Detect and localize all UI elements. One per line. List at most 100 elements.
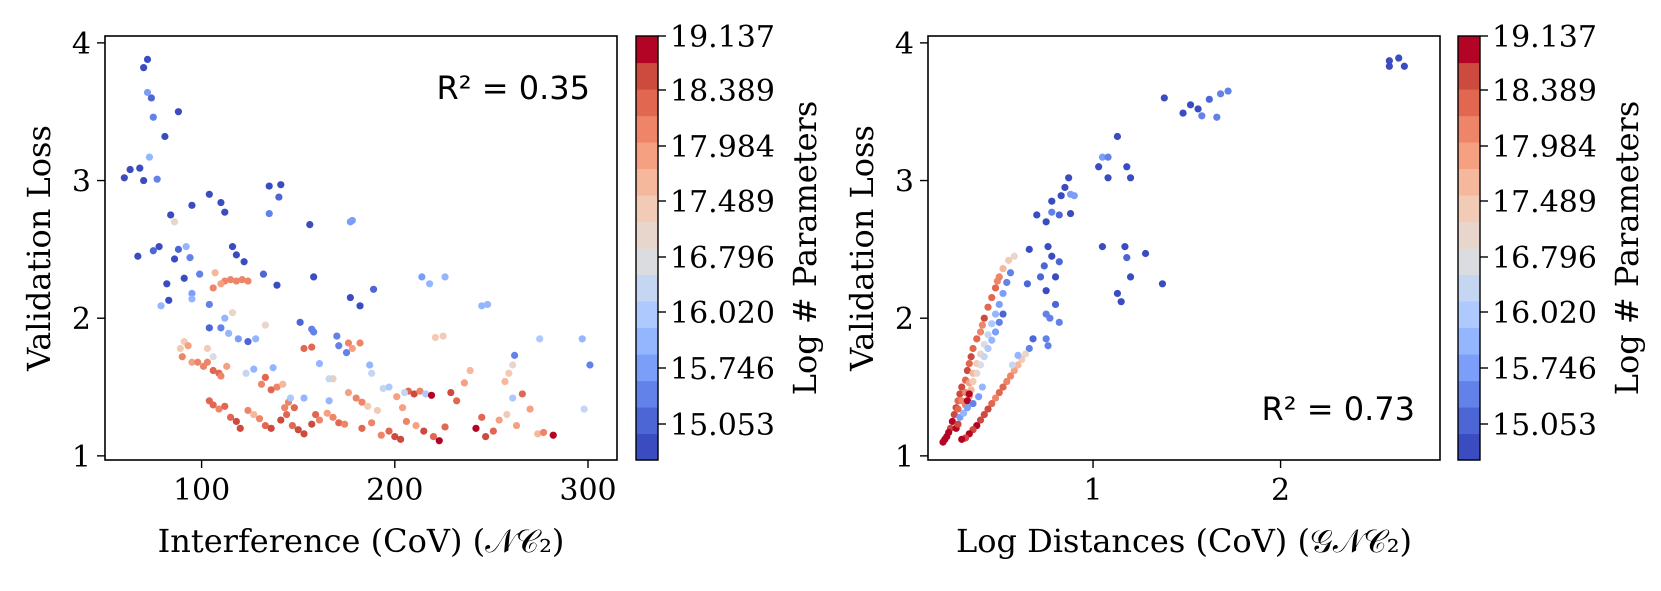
y-tick-label: 2 — [72, 302, 91, 337]
scatter-point — [1186, 101, 1195, 109]
scatter-point — [980, 314, 988, 322]
colorbar-segment — [1458, 354, 1480, 382]
scatter-point — [188, 295, 196, 303]
scatter-point — [184, 342, 192, 350]
y-tick-label: 1 — [72, 440, 91, 475]
scatter-point — [250, 365, 258, 373]
scatter-point — [170, 218, 179, 226]
scatter-point — [984, 331, 992, 339]
scatter-point — [277, 416, 285, 424]
scatter-point — [157, 302, 165, 310]
scatter-point — [140, 64, 148, 72]
scatter-point — [995, 388, 1003, 397]
scatter-point — [290, 404, 298, 412]
scatter-point — [1121, 243, 1129, 251]
scatter-point — [984, 344, 992, 353]
scatter-point — [217, 372, 225, 380]
scatter-point — [427, 391, 436, 399]
scatter-points-2 — [939, 54, 1408, 446]
colorbar-tick-label: 17.489 — [1492, 185, 1597, 220]
colorbar-segment — [1458, 301, 1480, 329]
scatter-point — [325, 397, 333, 405]
scatter-point — [973, 369, 981, 377]
colorbar-segment — [636, 274, 658, 302]
scatter-point — [1042, 335, 1050, 343]
colorbar-segment — [636, 380, 658, 408]
y-tick-label: 3 — [72, 165, 91, 200]
scatter-point — [267, 424, 275, 432]
scatter-point — [174, 245, 183, 253]
colorbar-segment — [636, 195, 658, 223]
scatter-point — [1113, 289, 1122, 298]
colorbar-segment — [636, 142, 658, 170]
scatter-point — [1036, 273, 1045, 281]
scatter-point — [1055, 318, 1063, 326]
colorbar-segment — [1458, 274, 1480, 302]
scatter-point — [1010, 252, 1018, 260]
scatter-point — [1005, 256, 1013, 264]
scatter-point — [460, 379, 468, 387]
scatter-point — [340, 420, 349, 428]
scatter-point — [366, 361, 374, 369]
scatter-point — [1126, 174, 1135, 182]
colorbar-title-1: Log # Parameters — [786, 101, 824, 396]
scatter-point — [283, 410, 291, 419]
scatter-point — [153, 175, 161, 183]
scatter-point — [483, 300, 492, 309]
scatter-point — [358, 424, 366, 432]
scatter-point — [1141, 249, 1150, 258]
scatter-point — [250, 410, 258, 419]
scatter-point — [503, 410, 511, 419]
scatter-point — [232, 417, 240, 426]
scatter-point — [410, 390, 418, 398]
scatter-point — [1057, 192, 1065, 200]
scatter-point — [217, 198, 225, 207]
scatter-point — [429, 432, 438, 441]
scatter-point — [1025, 344, 1033, 353]
scatter-point — [348, 216, 356, 225]
scatter-point — [1123, 254, 1131, 262]
scatter-point — [234, 335, 242, 343]
scatter-point — [950, 410, 958, 419]
scatter-point — [265, 209, 273, 218]
scatter-point — [995, 300, 1003, 309]
scatter-point — [534, 430, 542, 438]
scatter-point — [418, 273, 426, 281]
scatter-point — [1029, 335, 1037, 343]
colorbar-tick-label: 18.389 — [1492, 74, 1597, 109]
colorbar-tick-label: 17.489 — [670, 185, 775, 220]
scatter-point — [991, 328, 1000, 336]
scatter-point — [257, 380, 266, 388]
scatter-point — [999, 310, 1007, 318]
scatter-point — [178, 353, 186, 361]
scatter-point — [226, 413, 235, 421]
scatter-point — [315, 360, 324, 368]
scatter-point — [346, 293, 354, 302]
scatter-point — [221, 314, 229, 322]
scatter-point — [373, 406, 382, 415]
scatter-point — [976, 328, 985, 336]
scatter-point — [1213, 113, 1221, 121]
scatter-point — [1048, 252, 1056, 260]
scatter-point — [416, 387, 424, 395]
scatter-point — [1098, 153, 1107, 161]
colorbar-segment — [1458, 407, 1480, 435]
scatter-point — [223, 362, 231, 370]
x-axis-title-1: Interference (CoV) (𝒩𝒞₂) — [158, 522, 565, 560]
scatter-point — [358, 398, 366, 406]
scatter-point — [163, 280, 171, 288]
colorbar-segment — [636, 354, 658, 382]
scatter-point — [969, 344, 977, 353]
scatter-point — [425, 280, 434, 288]
colorbar-tick-label: 16.020 — [670, 296, 775, 331]
scatter-point — [140, 176, 148, 185]
scatter-point — [539, 428, 548, 437]
colorbar-segment — [636, 407, 658, 435]
scatter-point — [215, 405, 223, 413]
scatter-point — [1021, 350, 1030, 358]
scatter-point — [1198, 112, 1206, 120]
scatter-point — [939, 438, 947, 446]
scatter-point — [308, 420, 316, 428]
scatter-point — [991, 284, 1000, 292]
scatter-point — [377, 431, 385, 439]
